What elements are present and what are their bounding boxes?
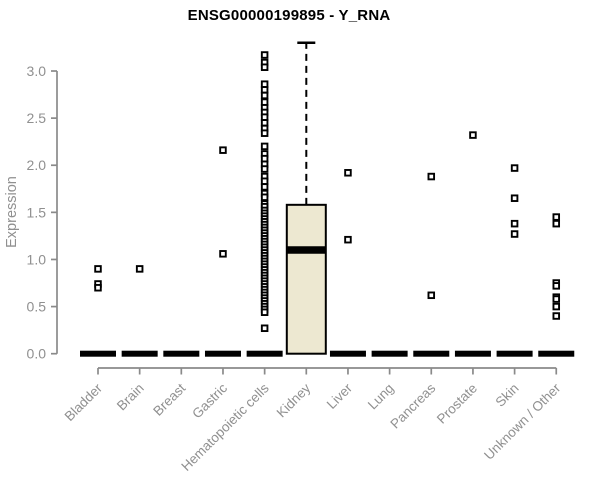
y-tick-label: 0.0 (27, 346, 47, 362)
outlier-point (552, 213, 561, 221)
y-tick-label: 0.5 (27, 299, 47, 315)
x-tick-label-gastric: Gastric (189, 380, 230, 421)
outlier-point (260, 324, 269, 333)
zero-bar-lung (371, 350, 408, 357)
x-tick-label-brain: Brain (114, 381, 147, 414)
chart-title: ENSG00000199895 - Y_RNA (187, 7, 391, 24)
outlier-point (344, 235, 352, 244)
outlier-point (510, 164, 519, 172)
zero-bar-pancreas (413, 350, 450, 357)
outlier-point (260, 91, 269, 100)
x-tick-label-kidney: Kidney (274, 380, 314, 420)
outlier-point (260, 129, 269, 137)
outlier-point (427, 172, 436, 181)
x-tick-label-lung: Lung (365, 381, 397, 413)
zero-bar-brain (121, 350, 158, 357)
x-tick-label-prostate: Prostate (434, 381, 480, 427)
outlier-point (94, 283, 102, 292)
outlier-point (260, 183, 269, 191)
x-tick-label-bladder: Bladder (62, 380, 106, 424)
zero-bar-unknown-other (538, 350, 575, 357)
y-tick-label: 1.5 (27, 204, 47, 220)
y-tick-label: 3.0 (27, 63, 47, 79)
y-tick-label: 2.0 (27, 157, 47, 173)
outlier-point (260, 63, 269, 71)
outlier-point (552, 219, 561, 228)
y-tick-label: 1.0 (27, 251, 47, 267)
outlier-point (510, 194, 519, 202)
outlier-point (260, 142, 269, 151)
outlier-point (135, 265, 144, 273)
outlier-point (219, 250, 227, 258)
outlier-point (94, 265, 102, 273)
zero-bar-breast (163, 350, 200, 357)
x-tick-label-breast: Breast (150, 380, 188, 418)
outlier-point (260, 193, 269, 202)
y-tick-label: 2.5 (27, 110, 47, 126)
outlier-point (552, 312, 561, 320)
x-tick-label-pancreas: Pancreas (387, 380, 438, 431)
zero-bar-gastric (204, 350, 241, 357)
zero-bar-bladder (80, 350, 116, 357)
outlier-point (552, 295, 561, 303)
outlier-point (260, 51, 269, 59)
outlier-point (344, 169, 352, 177)
outlier-point (552, 282, 561, 290)
y-axis-title: Expression (4, 176, 20, 248)
x-tick-label-skin: Skin (493, 381, 522, 410)
zero-bar-hematopoietic-cells (246, 350, 283, 357)
outlier-point (219, 146, 227, 154)
outlier-point (427, 291, 436, 300)
box-kidney (285, 203, 327, 355)
outlier-point (510, 219, 519, 228)
zero-bar-prostate (454, 350, 491, 357)
outlier-point (552, 302, 561, 311)
outlier-point (510, 230, 519, 238)
outlier-point (260, 165, 269, 173)
zero-bar-skin (496, 350, 533, 357)
outlier-point (469, 131, 477, 139)
x-tick-label-liver: Liver (324, 380, 356, 412)
x-tick-label-unknown-other: Unknown / Other (481, 380, 564, 463)
zero-bar-liver (329, 350, 366, 357)
outlier-point (260, 308, 269, 316)
